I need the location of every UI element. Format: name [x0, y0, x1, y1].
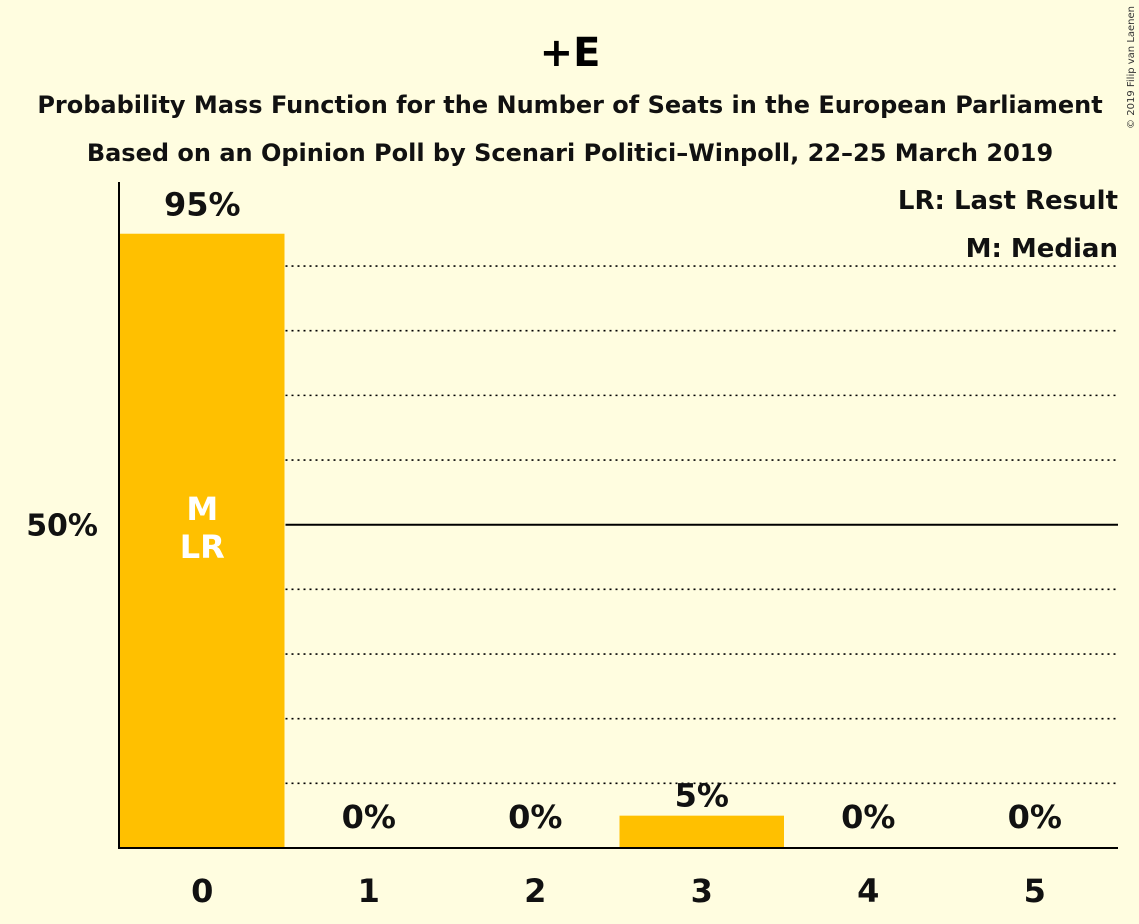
data-label: 0% [841, 798, 895, 836]
x-tick-label: 2 [524, 872, 546, 910]
legend-last-result: LR: Last Result [898, 186, 1118, 216]
data-label: 0% [508, 798, 562, 836]
x-tick-label: 5 [1024, 872, 1046, 910]
copyright-notice: © 2019 Filip van Laenen [1126, 6, 1137, 129]
chart-subtitle-1: Probability Mass Function for the Number… [37, 91, 1102, 119]
chart-title: +E [540, 30, 601, 76]
legend-median: M: Median [966, 234, 1118, 264]
bar [120, 233, 285, 848]
x-tick-label: 1 [358, 872, 380, 910]
bar-annotation: LR [180, 528, 225, 566]
bar [619, 815, 784, 848]
data-label: 0% [342, 798, 396, 836]
axes [118, 182, 1118, 849]
data-label: 0% [1008, 798, 1062, 836]
data-label: 95% [164, 186, 241, 224]
data-label: 5% [675, 777, 729, 815]
gridlines [285, 265, 1118, 785]
y-tick-label: 50% [26, 509, 98, 544]
x-tick-label: 4 [857, 872, 879, 910]
bars [120, 233, 784, 848]
bar-annotation: M [186, 490, 218, 528]
chart-subtitle-2: Based on an Opinion Poll by Scenari Poli… [87, 139, 1053, 167]
labels: 95% 0 MLR 0% 1 0% 2 5% 3 0% 4 0% 5 50% [26, 186, 1062, 910]
x-tick-label: 3 [691, 872, 713, 910]
x-tick-label: 0 [191, 872, 213, 910]
